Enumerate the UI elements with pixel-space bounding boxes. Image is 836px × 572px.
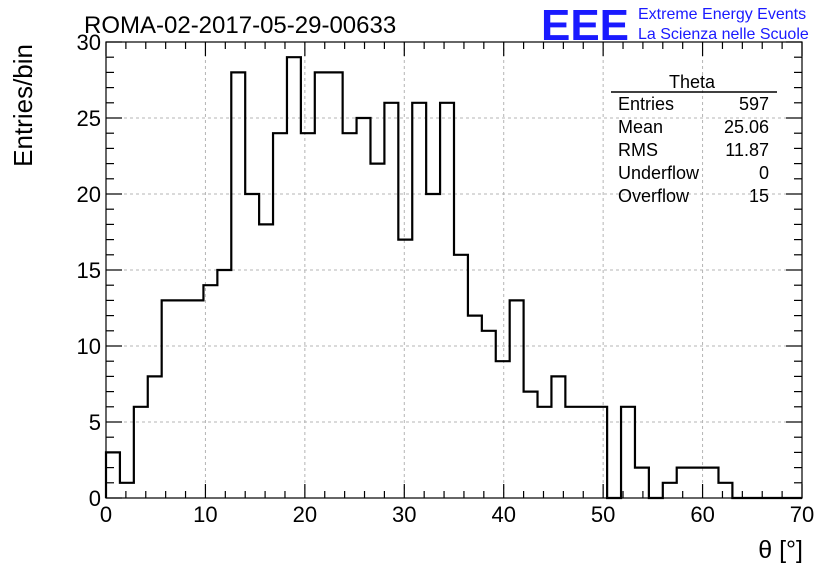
x-tick-label: 20 xyxy=(293,502,317,527)
x-tick-label: 70 xyxy=(790,502,814,527)
y-tick-label: 25 xyxy=(77,106,101,131)
logo-line-2: La Scienza nelle Scuole xyxy=(638,26,809,43)
x-axis-label: θ [°] xyxy=(758,536,803,564)
y-tick-label: 0 xyxy=(89,486,101,511)
y-axis-label: Entries/bin xyxy=(8,44,38,167)
y-tick-label: 5 xyxy=(89,410,101,435)
x-tick-label: 10 xyxy=(193,502,217,527)
logo-line-1: Extreme Energy Events xyxy=(638,6,806,23)
x-tick-label: 50 xyxy=(591,502,615,527)
y-tick-label: 30 xyxy=(77,30,101,55)
eee-logo: EEE Extreme Energy Events La Scienza nel… xyxy=(541,1,809,50)
x-tick-label: 60 xyxy=(690,502,714,527)
stats-row-value: 15 xyxy=(749,186,769,206)
y-tick-label: 10 xyxy=(77,334,101,359)
y-tick-label: 20 xyxy=(77,182,101,207)
stats-row-label: Overflow xyxy=(618,186,690,206)
tick-labels: 0 10 20 30 40 50 60 70 0 5 10 15 20 25 30 xyxy=(77,30,815,527)
chart-title: ROMA-02-2017-05-29-00633 xyxy=(84,12,396,39)
stats-row-value: 0 xyxy=(759,163,769,183)
x-tick-label: 30 xyxy=(392,502,416,527)
eee-logo-mark: EEE xyxy=(541,1,629,50)
stats-box: Theta Entries 597 Mean 25.06 RMS 11.87 Underfl… xyxy=(611,72,777,206)
axis-ticks xyxy=(105,41,803,499)
stats-row-label: Entries xyxy=(618,94,674,114)
stats-row-label: RMS xyxy=(618,140,658,160)
stats-row-label: Underflow xyxy=(618,163,700,183)
stats-row-value: 25.06 xyxy=(724,117,769,137)
stats-row-value: 597 xyxy=(739,94,769,114)
stats-title: Theta xyxy=(669,72,716,92)
stats-rows: Entries 597 Mean 25.06 RMS 11.87 Underflow 0 Ove… xyxy=(618,94,769,206)
stats-row-value: 11.87 xyxy=(725,140,769,160)
x-tick-label: 40 xyxy=(491,502,515,527)
x-tick-label: 0 xyxy=(100,502,112,527)
stats-row-label: Mean xyxy=(618,117,663,137)
y-tick-label: 15 xyxy=(77,258,101,283)
histogram-outline xyxy=(104,56,802,500)
